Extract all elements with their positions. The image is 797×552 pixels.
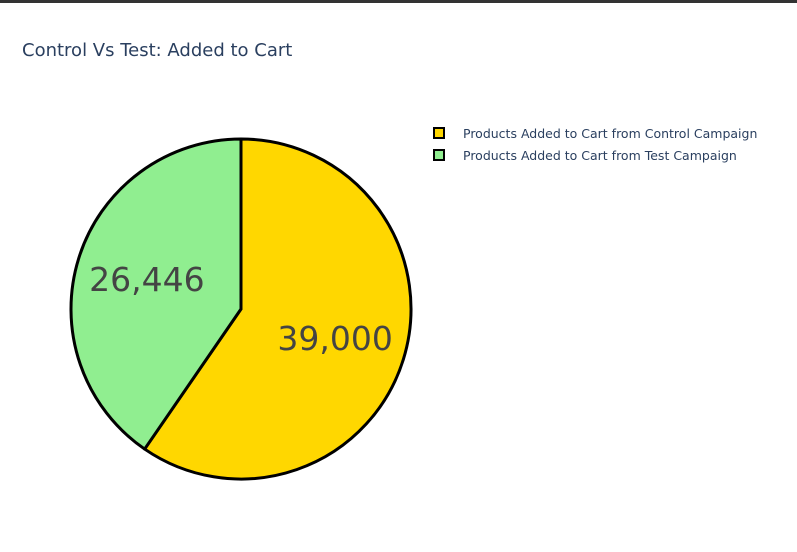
legend[interactable]: Products Added to Cart from Control Camp… [433,122,757,166]
pie-label-test: 26,446 [89,260,204,299]
chart-title: Control Vs Test: Added to Cart [22,40,293,61]
pie-label-control: 39,000 [277,319,392,358]
legend-item-control[interactable]: Products Added to Cart from Control Camp… [433,122,757,144]
top-border [0,0,797,3]
legend-swatch-control [433,127,445,139]
legend-swatch-test [433,149,445,161]
pie-slice-control[interactable] [143,137,413,481]
legend-label-control: Products Added to Cart from Control Camp… [463,125,758,141]
pie-slice-test[interactable] [69,137,243,451]
legend-item-test[interactable]: Products Added to Cart from Test Campaig… [433,144,757,166]
legend-label-test: Products Added to Cart from Test Campaig… [463,147,737,163]
